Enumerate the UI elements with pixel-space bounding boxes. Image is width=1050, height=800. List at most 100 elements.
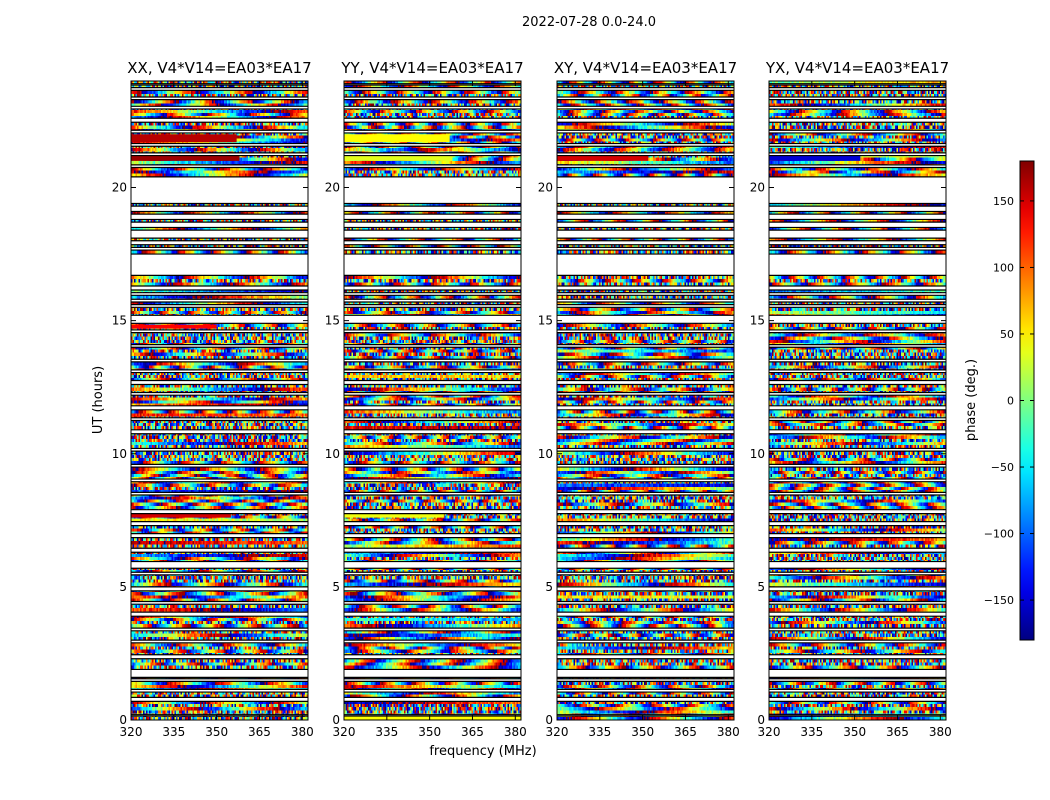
flag-band-3-3 bbox=[769, 678, 946, 682]
flag-band-1-37 bbox=[344, 240, 521, 245]
flag-band-3-6 bbox=[769, 640, 946, 643]
flag-band-2-3 bbox=[557, 678, 734, 682]
flag-band-2-38 bbox=[557, 230, 734, 239]
flag-band-2-25 bbox=[557, 380, 734, 385]
flag-band-3-4 bbox=[769, 669, 946, 678]
flag-band-1-30 bbox=[344, 315, 521, 324]
flag-band-1-8 bbox=[344, 612, 521, 617]
flag-band-0-5 bbox=[131, 654, 308, 659]
flag-band-0-26 bbox=[131, 369, 308, 373]
flag-band-0-17 bbox=[131, 492, 308, 496]
flag-band-3-34 bbox=[769, 286, 946, 291]
flag-band-0-28 bbox=[131, 344, 308, 348]
y-tick-label-1-5: 5 bbox=[332, 580, 340, 594]
flag-band-0-1 bbox=[131, 697, 308, 702]
flag-band-3-9 bbox=[769, 601, 946, 605]
flag-band-0-8 bbox=[131, 612, 308, 617]
phase-stripe-1-2 bbox=[344, 513, 444, 518]
flag-band-1-45 bbox=[344, 143, 521, 147]
x-tick-label-2-335: 335 bbox=[588, 725, 611, 739]
flag-band-2-34 bbox=[557, 286, 734, 291]
flag-band-3-48 bbox=[769, 106, 946, 109]
x-tick-label-0-335: 335 bbox=[162, 725, 185, 739]
x-tick-label-3-335: 335 bbox=[800, 725, 823, 739]
flag-band-2-19 bbox=[557, 464, 734, 468]
panel-frame-0 bbox=[130, 80, 309, 721]
phase-stripe-2-0 bbox=[557, 155, 649, 161]
flag-band-0-6 bbox=[131, 640, 308, 643]
x-tick-label-0-320: 320 bbox=[120, 725, 143, 739]
x-tick-label-1-380: 380 bbox=[504, 725, 527, 739]
x-tick-label-2-320: 320 bbox=[546, 725, 569, 739]
panel-title-2: XY, V4*V14=EA03*EA17 bbox=[554, 59, 737, 77]
flag-band-1-1 bbox=[344, 697, 521, 702]
flag-band-3-17 bbox=[769, 492, 946, 496]
x-tick-label-3-350: 350 bbox=[843, 725, 866, 739]
flag-band-3-44 bbox=[769, 152, 946, 156]
y-tick-label-2-15: 15 bbox=[538, 314, 553, 328]
y-tick-label-2-0: 0 bbox=[545, 713, 553, 727]
flag-band-1-32 bbox=[344, 299, 521, 302]
flag-band-0-15 bbox=[131, 521, 308, 526]
flag-band-3-49 bbox=[769, 96, 946, 100]
panel-title-1: YY, V4*V14=EA03*EA17 bbox=[340, 59, 523, 77]
flag-band-1-14 bbox=[344, 533, 521, 538]
flag-band-0-12 bbox=[131, 561, 308, 569]
flag-band-3-36 bbox=[769, 247, 946, 251]
flag-band-0-3 bbox=[131, 678, 308, 682]
flag-band-3-32 bbox=[769, 299, 946, 302]
flag-band-0-38 bbox=[131, 230, 308, 239]
phase-stripe-0-2 bbox=[131, 513, 231, 518]
flag-band-2-44 bbox=[557, 152, 734, 156]
flag-band-3-47 bbox=[769, 118, 946, 123]
x-axis-label: frequency (MHz) bbox=[429, 744, 536, 759]
flag-band-0-19 bbox=[131, 464, 308, 468]
flag-band-0-45 bbox=[131, 143, 308, 147]
flag-band-0-36 bbox=[131, 247, 308, 251]
phase-stripe-0-0 bbox=[131, 155, 240, 161]
flag-band-1-47 bbox=[344, 118, 521, 123]
x-tick-label-0-365: 365 bbox=[248, 725, 271, 739]
flag-band-2-32 bbox=[557, 299, 734, 302]
flag-band-0-23 bbox=[131, 405, 308, 410]
flag-band-3-12 bbox=[769, 561, 946, 569]
flag-band-0-40 bbox=[131, 214, 308, 220]
flag-band-2-5 bbox=[557, 654, 734, 659]
flag-band-1-10 bbox=[344, 586, 521, 591]
flag-band-2-9 bbox=[557, 601, 734, 605]
panel-1: YY, V4*V14=EA03*EA17 320 335 350 365 380 0 5 10 1… bbox=[325, 59, 527, 739]
flag-band-2-39 bbox=[557, 222, 734, 228]
phase-stripe-1-1 bbox=[344, 134, 450, 143]
panel-2: XY, V4*V14=EA03*EA17 320 335 350 365 380 0 5 10 1… bbox=[538, 59, 740, 739]
flag-band-3-25 bbox=[769, 380, 946, 385]
flag-band-2-4 bbox=[557, 669, 734, 678]
flag-band-1-17 bbox=[344, 492, 521, 496]
flag-band-3-15 bbox=[769, 521, 946, 526]
x-tick-label-1-320: 320 bbox=[333, 725, 356, 739]
flag-band-3-7 bbox=[769, 628, 946, 631]
flag-band-3-37 bbox=[769, 240, 946, 245]
phase-stripe-1-0 bbox=[344, 155, 453, 161]
y-tick-label-1-15: 15 bbox=[325, 314, 340, 328]
flag-band-3-11 bbox=[769, 572, 946, 575]
flag-band-3-42 bbox=[769, 176, 946, 204]
x-tick-label-1-335: 335 bbox=[375, 725, 398, 739]
panel-0: XX, V4*V14=EA03*EA17 320 335 350 365 380 0 5 10 1… bbox=[112, 59, 314, 739]
flag-band-2-14 bbox=[557, 533, 734, 538]
y-tick-label-3-0: 0 bbox=[757, 713, 765, 727]
x-tick-label-2-350: 350 bbox=[631, 725, 654, 739]
flag-band-2-18 bbox=[557, 479, 734, 482]
colorbar-label: phase (deg.) bbox=[964, 359, 979, 441]
flag-band-0-27 bbox=[131, 359, 308, 362]
flag-band-3-31 bbox=[769, 304, 946, 308]
panel-frame-3 bbox=[768, 80, 947, 721]
flag-band-3-50 bbox=[769, 87, 946, 91]
flag-band-0-13 bbox=[131, 548, 308, 553]
flag-band-3-18 bbox=[769, 479, 946, 482]
flag-band-2-1 bbox=[557, 697, 734, 702]
x-tick-label-2-365: 365 bbox=[674, 725, 697, 739]
flag-band-0-24 bbox=[131, 392, 308, 396]
y-tick-label-0-10: 10 bbox=[112, 447, 127, 461]
flag-band-0-34 bbox=[131, 286, 308, 291]
